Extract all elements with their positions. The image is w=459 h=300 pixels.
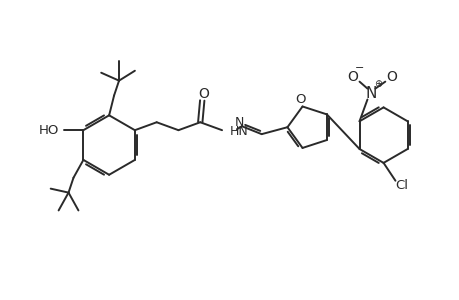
Text: HO: HO xyxy=(39,124,60,137)
Text: O: O xyxy=(197,86,208,100)
Text: O: O xyxy=(385,70,396,84)
Text: ⊕: ⊕ xyxy=(374,79,381,88)
Text: HN: HN xyxy=(230,125,248,138)
Text: O: O xyxy=(295,93,305,106)
Text: Cl: Cl xyxy=(394,179,407,192)
Text: −: − xyxy=(354,63,364,73)
Text: N: N xyxy=(365,86,376,101)
Text: O: O xyxy=(347,70,357,84)
Text: N: N xyxy=(235,116,244,129)
